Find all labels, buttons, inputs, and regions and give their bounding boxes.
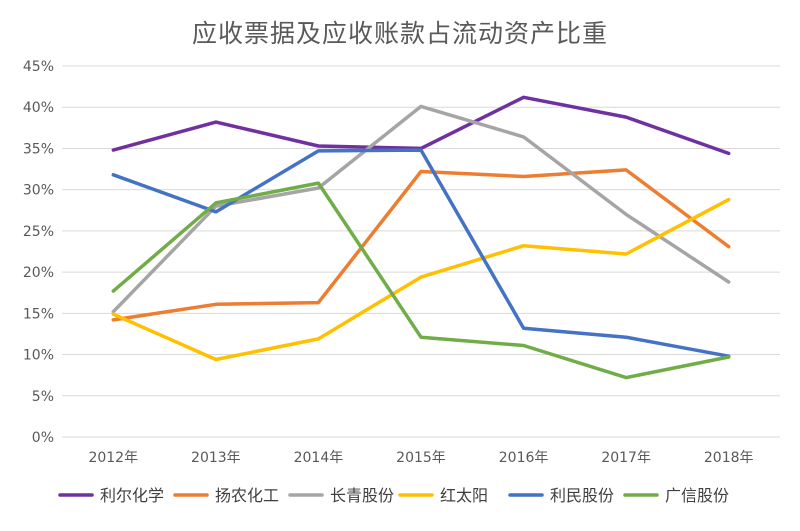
x-tick-label: 2017年 <box>601 450 651 466</box>
y-tick-label: 5% <box>32 389 54 405</box>
legend-item: 红太阳 <box>398 486 488 505</box>
y-tick-label: 15% <box>23 306 54 322</box>
legend-item: 广信股份 <box>623 486 729 505</box>
x-axis-ticks: 2012年 2013年 2014年 2015年 2016年 2017年 2018年 <box>88 450 753 466</box>
legend-item: 扬农化工 <box>173 486 279 505</box>
legend: 利尔化学 扬农化工 长青股份 红太阳 利民股份 广信股份 <box>58 486 729 505</box>
legend-label: 扬农化工 <box>215 486 279 505</box>
legend-label: 长青股份 <box>330 486 394 505</box>
x-tick-label: 2016年 <box>499 450 549 466</box>
x-tick-label: 2014年 <box>294 450 344 466</box>
y-tick-label: 0% <box>32 430 54 446</box>
x-tick-label: 2012年 <box>88 450 138 466</box>
series-line <box>111 181 731 380</box>
legend-item: 利尔化学 <box>58 486 164 505</box>
x-tick-label: 2018年 <box>704 450 754 466</box>
chart-title: 应收票据及应收账款占流动资产比重 <box>192 19 608 48</box>
legend-item: 利民股份 <box>508 486 614 505</box>
legend-label: 广信股份 <box>665 486 729 505</box>
x-tick-label: 2013年 <box>191 450 241 466</box>
y-tick-label: 35% <box>23 141 54 157</box>
legend-label: 红太阳 <box>440 486 488 505</box>
y-axis-ticks: 0% 5% 10% 15% 20% 25% 30% 35% 40% 45% <box>23 59 54 446</box>
x-tick-label: 2015年 <box>396 450 446 466</box>
y-tick-label: 45% <box>23 59 54 75</box>
series-line <box>111 148 731 358</box>
series-lines <box>111 95 731 380</box>
series-line <box>111 104 731 314</box>
y-tick-label: 20% <box>23 265 54 281</box>
series-line <box>111 197 731 362</box>
series-line <box>111 168 731 322</box>
y-tick-label: 40% <box>23 100 54 116</box>
legend-item: 长青股份 <box>288 486 394 505</box>
y-tick-label: 10% <box>23 348 54 364</box>
y-tick-label: 30% <box>23 183 54 199</box>
y-tick-label: 25% <box>23 224 54 240</box>
legend-label: 利尔化学 <box>100 486 164 505</box>
legend-label: 利民股份 <box>550 486 614 505</box>
